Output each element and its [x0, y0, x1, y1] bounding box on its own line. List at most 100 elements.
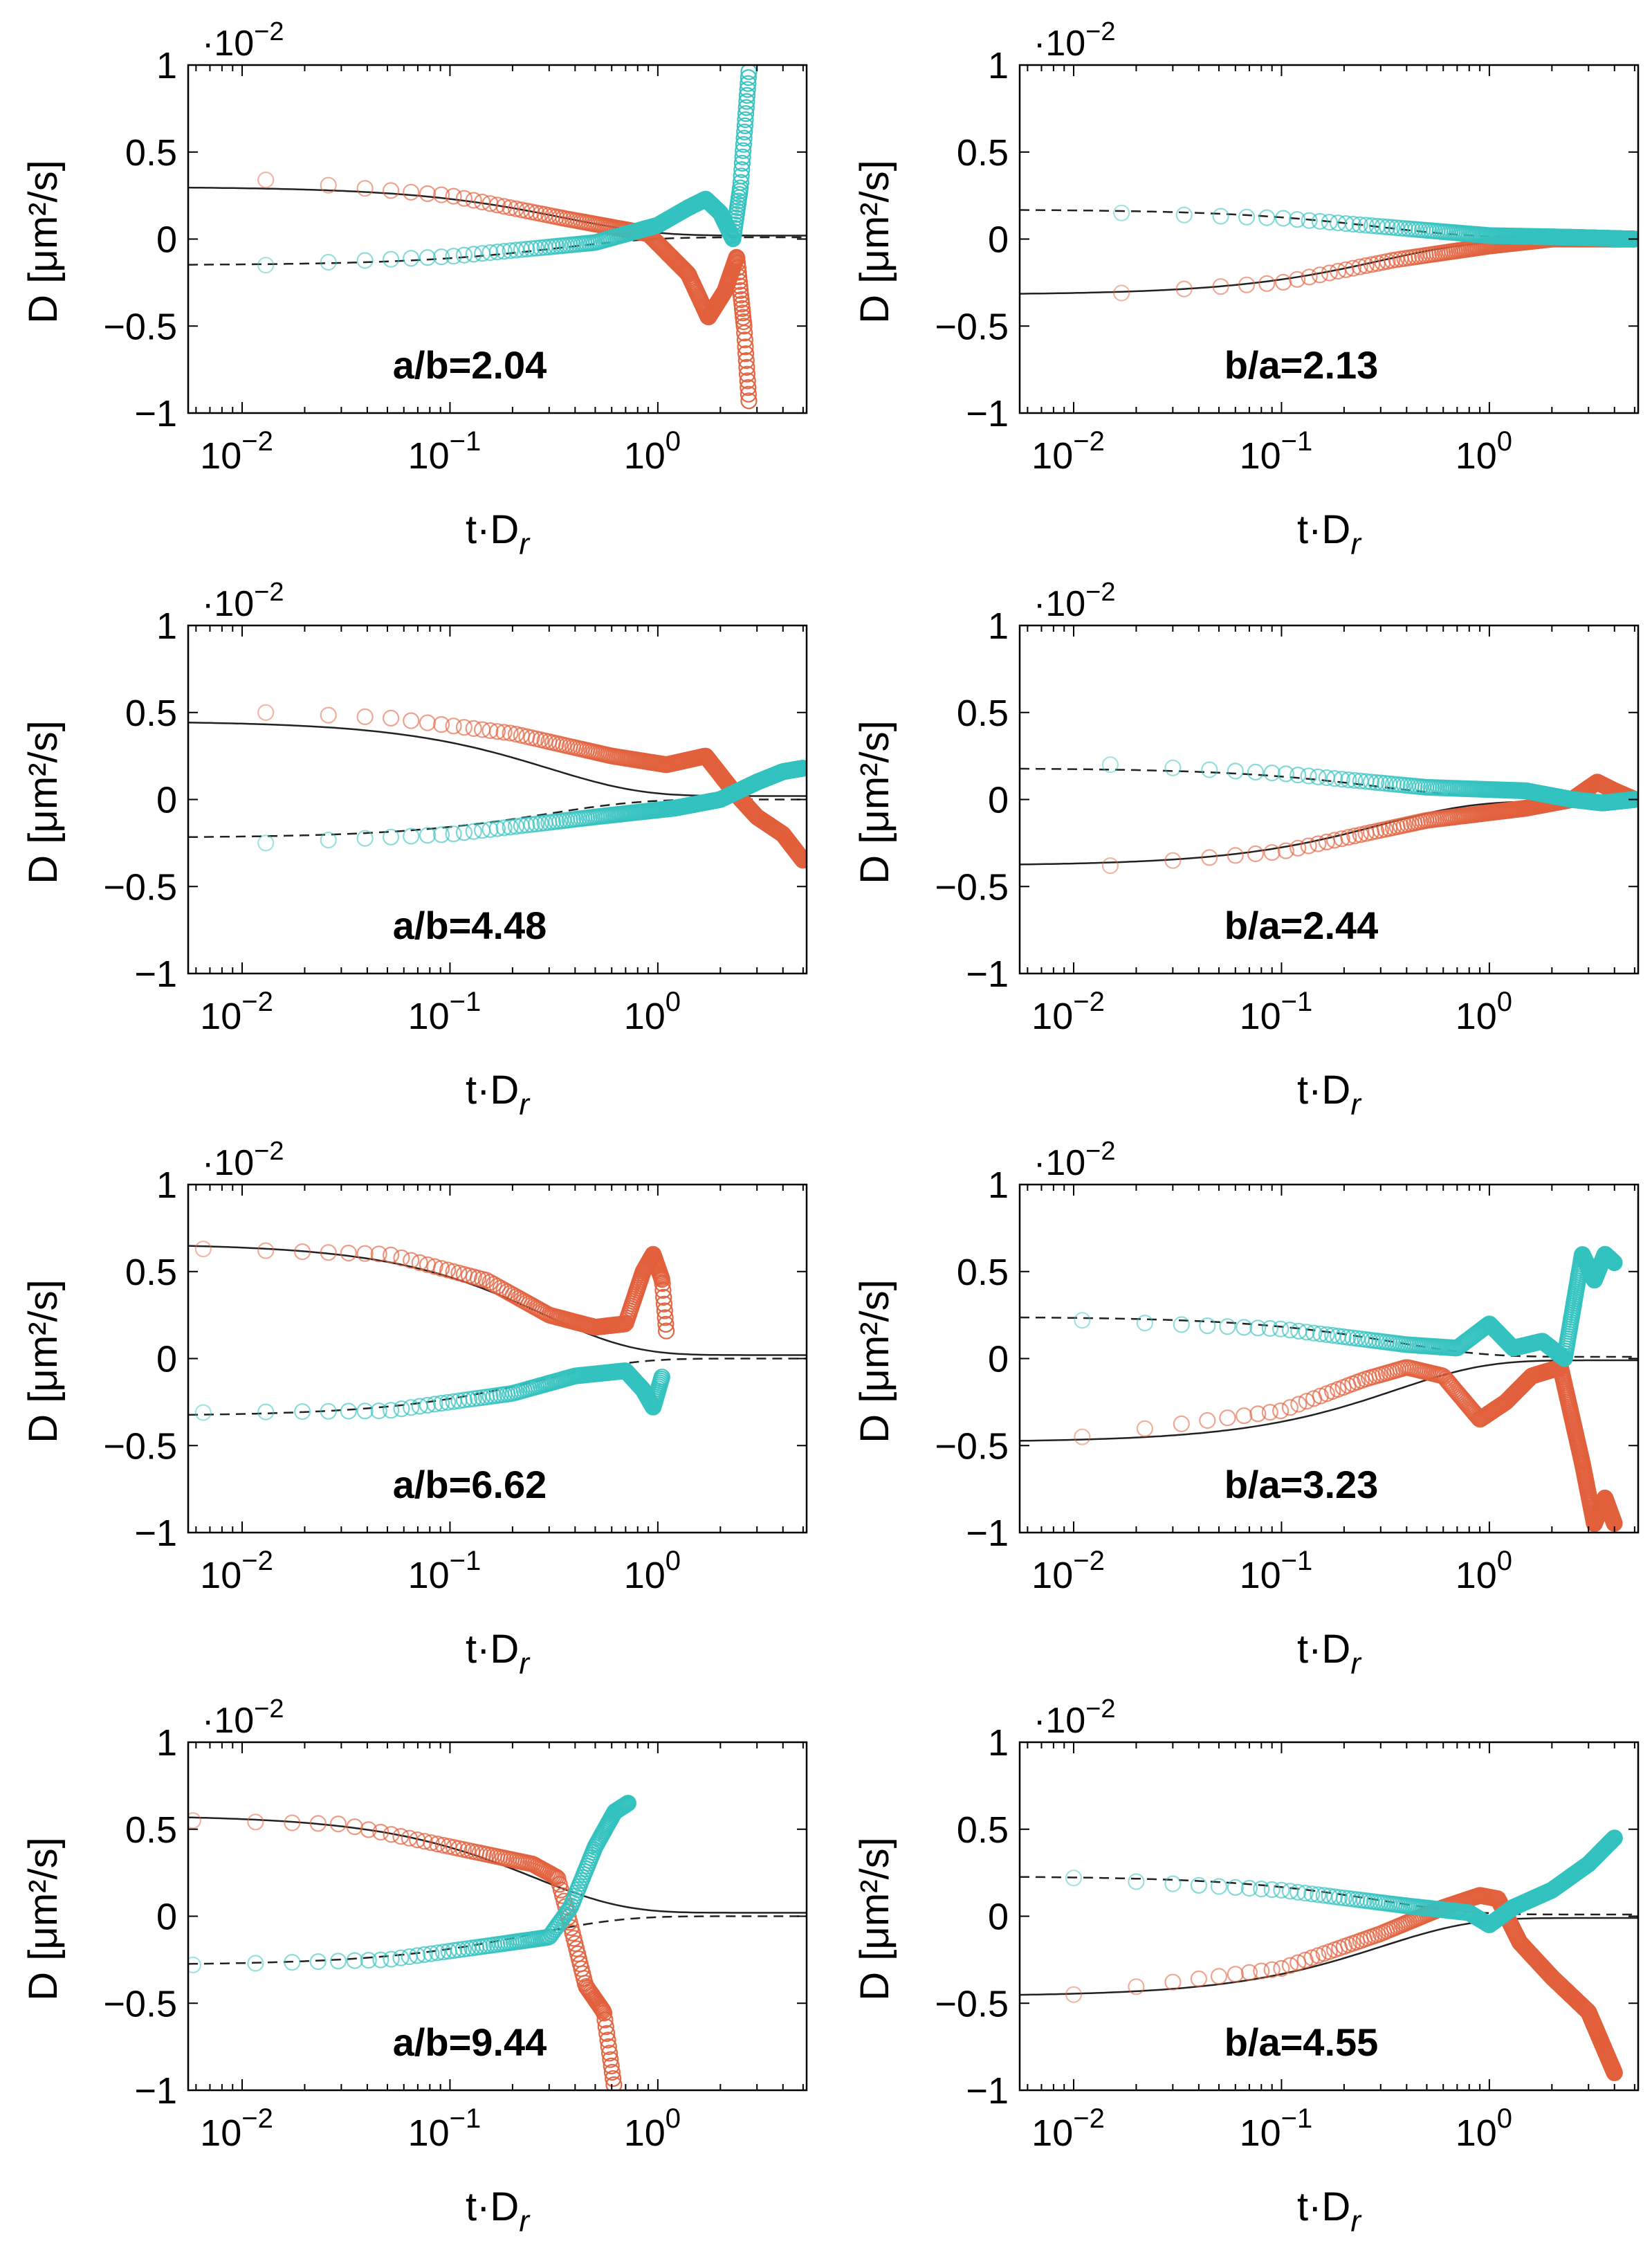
x-tick-label: 10−2	[1031, 987, 1105, 1037]
data-marker-orange	[567, 1930, 582, 1946]
x-tick-label: 10−1	[408, 1546, 481, 1596]
y-axis-label: D [μm²/s]	[21, 720, 66, 884]
x-tick-label: 10−2	[200, 426, 273, 477]
x-tick-exponent: −1	[450, 2103, 481, 2134]
data-marker-orange	[403, 713, 419, 729]
data-marker-cyan	[311, 1954, 326, 1969]
data-marker-orange	[420, 186, 435, 201]
x-tick-label: 100	[624, 426, 681, 477]
x-axis-label-subscript: r	[519, 1647, 531, 1681]
y-tick-label: −0.5	[935, 306, 1009, 347]
y-tick-label: 1	[156, 1722, 177, 1764]
y-multiplier: ·10−2	[202, 578, 284, 624]
y-tick-label: 0	[988, 219, 1009, 261]
data-marker-cyan	[358, 253, 373, 268]
x-tick-exponent: −2	[241, 987, 273, 1017]
panel-label: a/b=4.48	[393, 904, 547, 947]
data-marker-orange	[258, 705, 273, 720]
x-tick-exponent: 0	[1497, 1546, 1512, 1576]
y-tick-label: 0.5	[125, 132, 177, 174]
data-marker-orange	[383, 183, 398, 198]
x-tick-exponent: −2	[1073, 987, 1105, 1017]
x-tick-exponent: −1	[1281, 426, 1313, 457]
data-marker-orange	[358, 709, 373, 724]
x-axis-label-subscript: r	[519, 1088, 531, 1122]
y-tick-label: 0.5	[125, 693, 177, 734]
data-marker-orange	[1273, 1403, 1288, 1418]
data-marker-cyan	[1202, 762, 1217, 778]
x-axis-label-subscript: r	[519, 2204, 531, 2238]
data-marker-cyan	[420, 828, 435, 843]
y-tick-label: 0.5	[957, 693, 1009, 734]
data-marker-orange	[1283, 1400, 1298, 1415]
x-tick-exponent: 0	[666, 987, 681, 1017]
data-layer	[1020, 205, 1642, 301]
data-marker-cyan	[1228, 1880, 1243, 1895]
panel-label: b/a=3.23	[1224, 1463, 1379, 1506]
data-marker-orange	[383, 1248, 398, 1263]
data-layer	[188, 1241, 807, 1420]
y-multiplier-exponent: −2	[1085, 1137, 1115, 1166]
y-tick-label: 0.5	[125, 1252, 177, 1293]
x-axis-label: t·Dr	[1297, 1068, 1362, 1122]
data-marker-orange	[457, 191, 472, 206]
x-axis-label-subscript: r	[1350, 527, 1362, 561]
data-marker-orange	[394, 1250, 410, 1265]
data-marker-orange	[196, 1241, 211, 1256]
y-tick-label: 0	[156, 1897, 177, 1938]
y-multiplier: ·10−2	[1034, 578, 1115, 624]
data-marker-cyan	[1236, 1319, 1251, 1335]
data-marker-cyan	[1074, 1313, 1090, 1328]
x-tick-label: 10−1	[1240, 426, 1313, 477]
data-marker-orange	[341, 1245, 356, 1261]
x-tick-exponent: −2	[1073, 1546, 1105, 1576]
data-marker-orange	[1228, 848, 1243, 863]
data-marker-orange	[452, 1265, 467, 1281]
x-tick-label: 100	[624, 1546, 681, 1596]
x-axis-label: t·Dr	[466, 1068, 531, 1122]
x-tick-label: 10−2	[200, 2103, 273, 2154]
x-tick-label: 10−1	[408, 426, 481, 477]
x-tick-exponent: −1	[450, 426, 481, 457]
x-tick-exponent: 0	[666, 426, 681, 457]
y-tick-label: 1	[156, 1164, 177, 1206]
y-axis-label: D [μm²/s]	[21, 1837, 66, 2000]
y-axis-label: D [μm²/s]	[852, 160, 897, 323]
y-tick-label: −1	[966, 953, 1009, 995]
data-marker-cyan	[361, 1953, 376, 1968]
y-tick-label: −0.5	[935, 866, 1009, 908]
data-marker-orange	[321, 708, 336, 723]
data-marker-cyan	[1265, 765, 1280, 780]
y-multiplier: ·10−2	[202, 1694, 284, 1741]
x-tick-exponent: −2	[1073, 426, 1105, 457]
x-tick-label: 10−1	[408, 987, 481, 1037]
x-axis-label: t·Dr	[466, 1627, 531, 1681]
panel-label: b/a=2.44	[1224, 904, 1379, 947]
data-marker-orange	[1220, 1410, 1235, 1425]
theory-solid-line	[1020, 241, 1638, 294]
y-tick-label: 0	[988, 1339, 1009, 1380]
y-multiplier: ·10−2	[202, 17, 284, 64]
y-multiplier-exponent: −2	[254, 1137, 284, 1166]
data-marker-cyan	[358, 1403, 373, 1418]
data-marker-orange	[258, 172, 273, 188]
y-tick-label: −0.5	[103, 866, 177, 908]
y-tick-label: 0.5	[957, 132, 1009, 174]
y-multiplier: ·10−2	[202, 1137, 284, 1183]
data-marker-cyan	[1211, 1879, 1227, 1894]
data-marker-orange	[1265, 845, 1280, 860]
data-marker-cyan	[383, 1402, 398, 1418]
y-tick-label: −0.5	[103, 306, 177, 347]
x-tick-exponent: −1	[450, 1546, 481, 1576]
y-multiplier: ·10−2	[1034, 1137, 1115, 1183]
data-marker-orange	[1236, 1408, 1251, 1423]
data-marker-orange	[1103, 858, 1118, 873]
panel-label: a/b=9.44	[393, 2020, 547, 2064]
x-axis-label: t·Dr	[466, 2184, 531, 2238]
data-marker-orange	[567, 1936, 582, 1951]
